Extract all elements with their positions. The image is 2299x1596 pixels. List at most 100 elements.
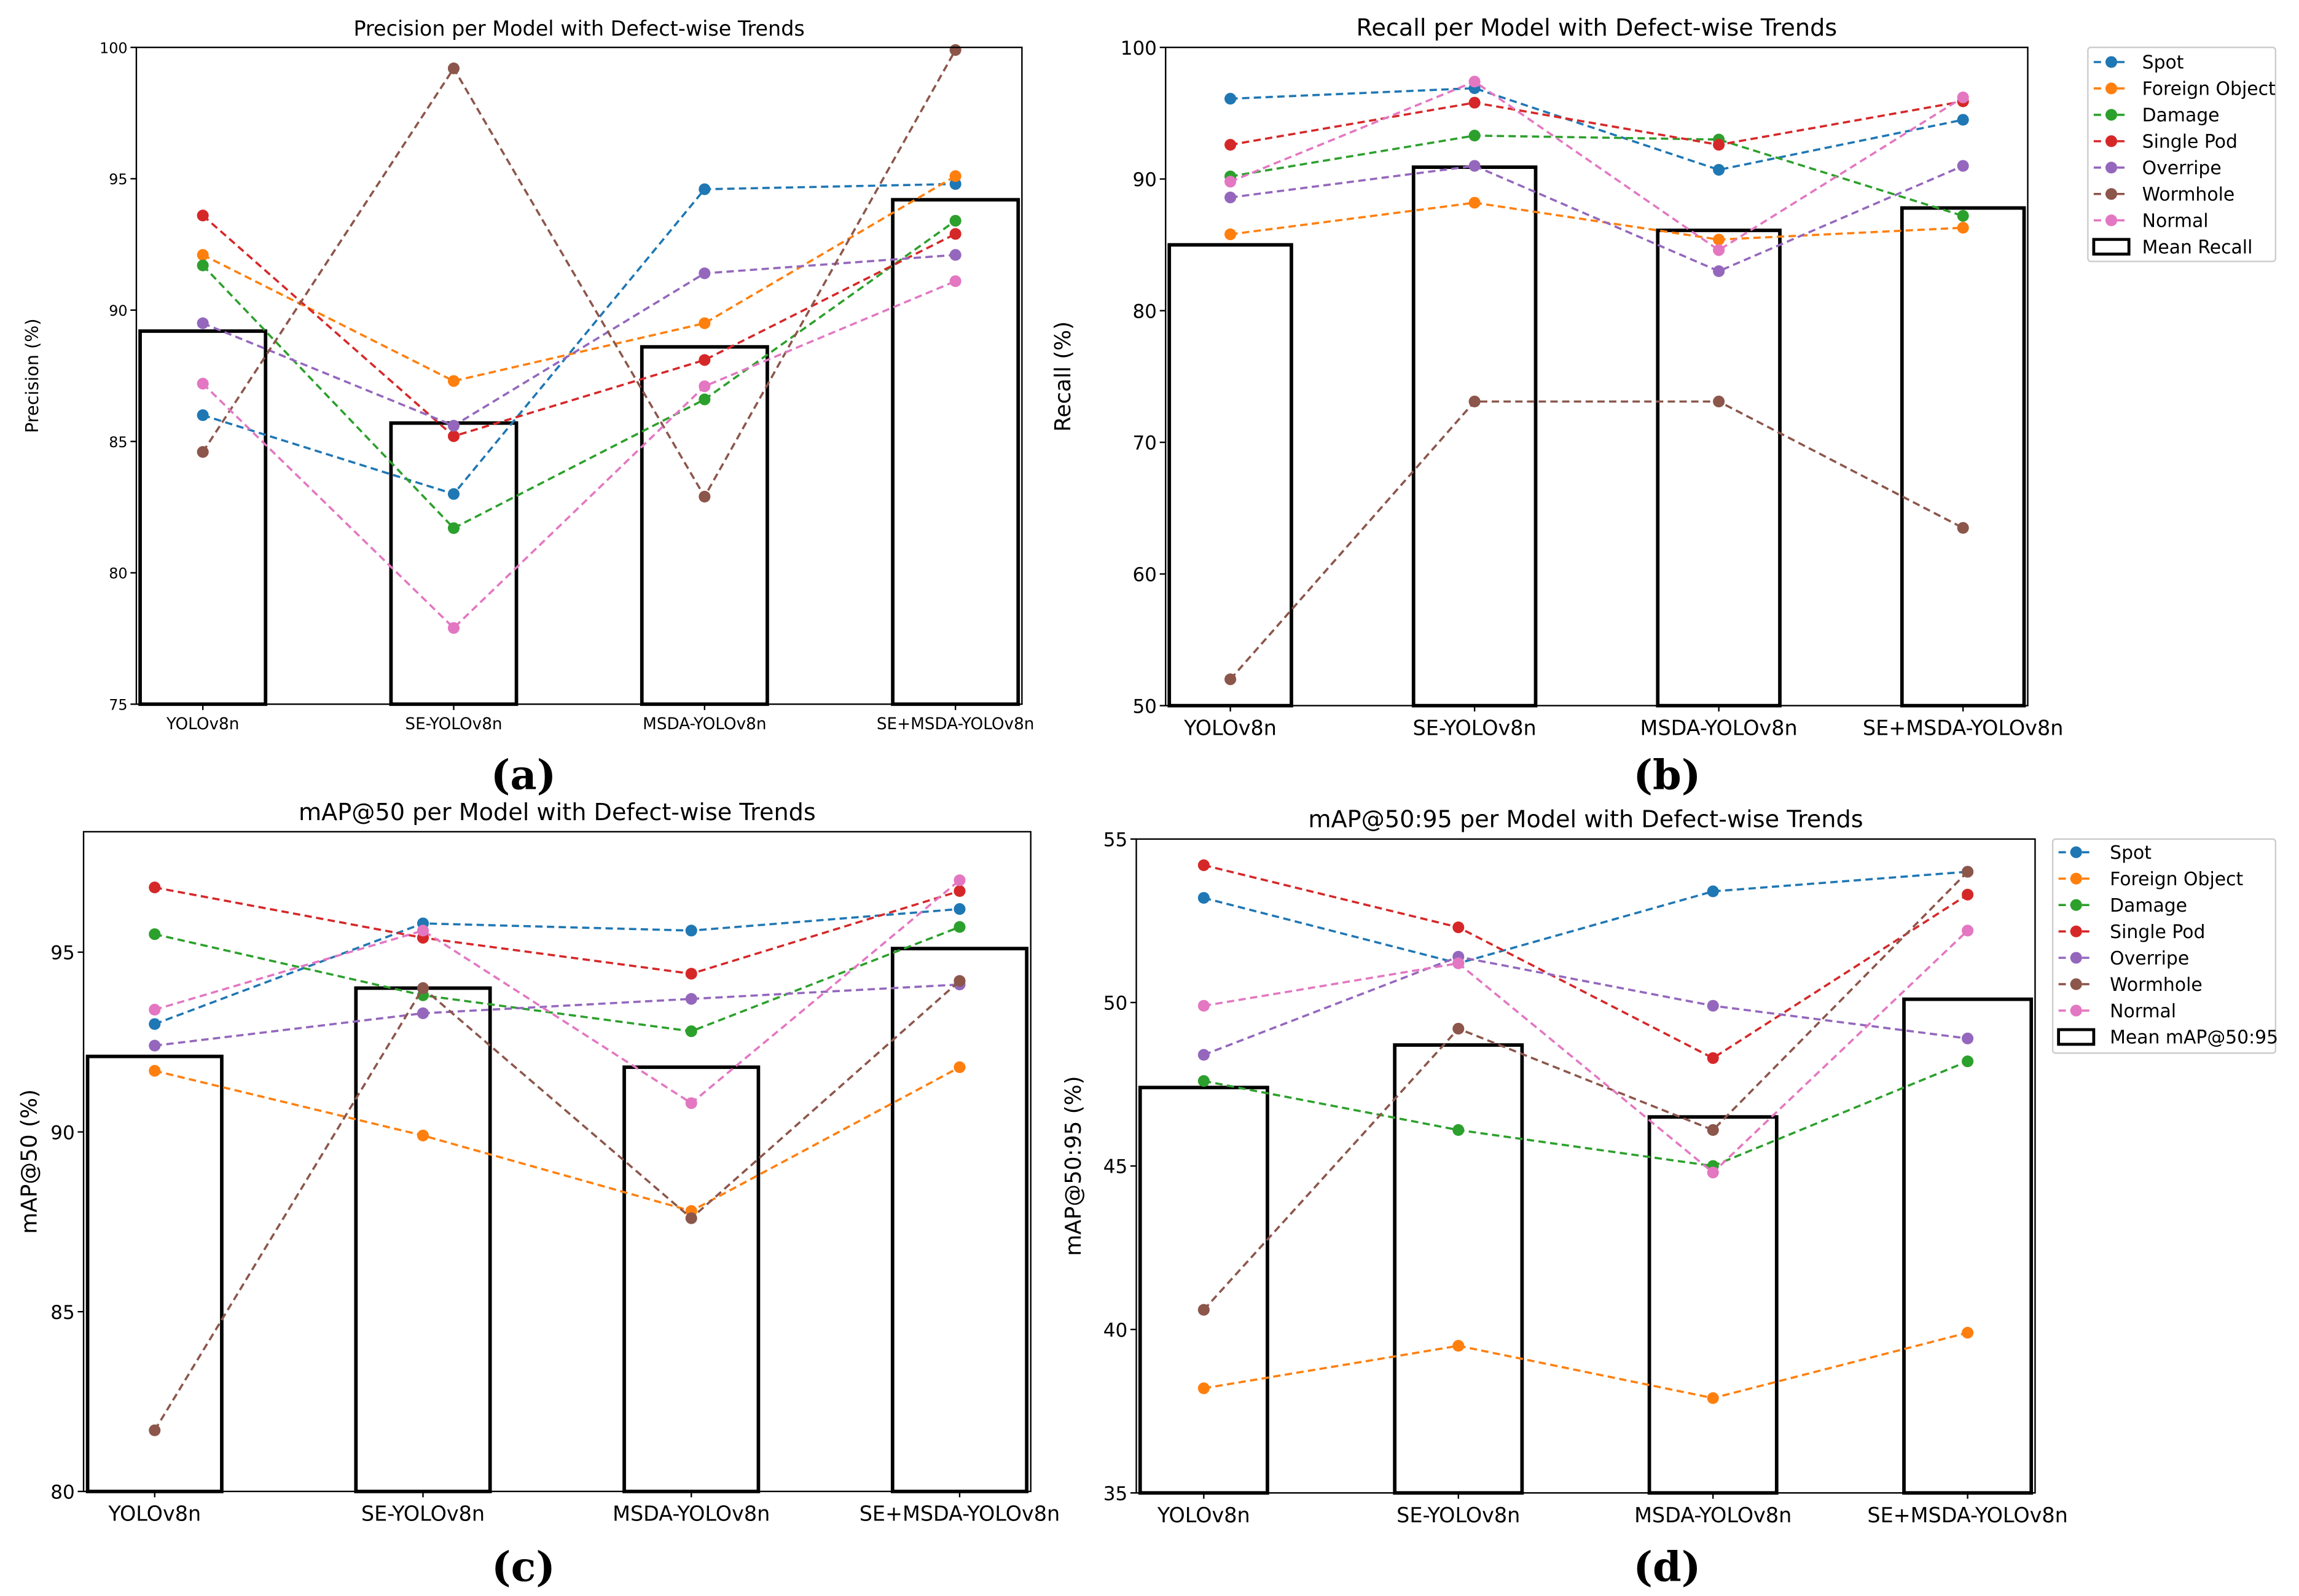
data-point — [949, 44, 962, 56]
data-point — [1452, 1124, 1465, 1136]
data-point — [1452, 1340, 1465, 1352]
data-point — [1197, 1075, 1210, 1087]
data-point — [1962, 866, 1974, 878]
legend: Spot Foreign Object Damage Single Pod Overri… — [2087, 46, 2277, 262]
data-point — [1707, 1052, 1719, 1064]
series-line-foreign-object — [1204, 1331, 1968, 1399]
legend-marker — [2105, 188, 2118, 200]
data-point — [1957, 222, 1969, 234]
chart-panel-c: mAP@50 per Model with Defect-wise Trends… — [17, 799, 1060, 1591]
data-point — [954, 975, 966, 987]
series-line-spot — [1203, 870, 1968, 964]
data-point — [447, 622, 460, 634]
data-point — [1713, 233, 1725, 246]
data-point — [685, 1025, 697, 1038]
data-point — [1962, 888, 1974, 901]
mean-bar — [1167, 243, 1293, 708]
data-point — [1197, 999, 1210, 1012]
chart-title: mAP@50 per Model with Defect-wise Trends — [299, 799, 816, 826]
y-tick-label: 35 — [1103, 1483, 1127, 1505]
series-line-foreign-object — [202, 175, 957, 383]
legend-bar-swatch — [2092, 238, 2131, 256]
data-point — [1468, 76, 1481, 88]
series-line-overripe — [1230, 165, 1964, 273]
axes-frame — [135, 46, 1023, 705]
series-line-damage — [154, 926, 960, 1033]
data-point — [1957, 522, 1969, 534]
data-point — [1468, 197, 1481, 209]
data-point — [699, 354, 711, 366]
series-line-normal — [154, 879, 961, 1105]
data-point — [1224, 228, 1237, 240]
data-point — [699, 183, 711, 195]
data-point — [1713, 244, 1725, 256]
y-tick-label: 85 — [109, 434, 127, 451]
y-axis-label: Recall (%) — [1051, 321, 1076, 432]
y-tick-label: 80 — [50, 1481, 74, 1503]
legend-marker — [2070, 978, 2082, 990]
data-point — [447, 62, 460, 74]
legend-label: Foreign Object — [2142, 79, 2276, 100]
x-tick-label: SE-YOLOv8n — [405, 715, 502, 733]
y-tick-label: 90 — [109, 302, 127, 319]
data-point — [1452, 1022, 1465, 1035]
data-point — [1224, 673, 1237, 686]
data-point — [447, 375, 460, 387]
axes-frame — [1165, 46, 2029, 706]
data-point — [1713, 163, 1725, 176]
data-point — [149, 1065, 161, 1077]
y-tick-label: 80 — [109, 565, 127, 582]
chart-panel-a: Precision per Model with Defect-wise Tre… — [22, 17, 1034, 799]
y-tick-label: 75 — [109, 696, 127, 713]
legend-marker — [2105, 56, 2118, 68]
legend: Spot Foreign Object Damage Single Pod Overri… — [2051, 838, 2278, 1054]
y-tick-label: 95 — [109, 171, 127, 188]
y-tick-label: 50 — [1132, 695, 1156, 718]
data-point — [954, 903, 966, 915]
x-tick-label: SE-YOLOv8n — [1413, 716, 1537, 740]
legend-marker — [2105, 162, 2118, 174]
series-line-overripe — [1203, 955, 1968, 1056]
x-tick-label: YOLOv8n — [1183, 716, 1277, 740]
data-point — [149, 1018, 161, 1030]
legend-marker — [2070, 1004, 2082, 1017]
data-point — [954, 1061, 966, 1073]
data-point — [685, 925, 697, 937]
data-point — [1197, 1304, 1210, 1316]
legend-marker — [2070, 872, 2082, 885]
data-point — [685, 968, 697, 980]
data-point — [447, 420, 460, 432]
chart-panel-d: mAP@50:95 per Model with Defect-wise Tre… — [1061, 807, 2278, 1591]
legend-marker — [2070, 899, 2082, 911]
data-point — [197, 446, 209, 458]
x-tick-label: SE-YOLOv8n — [1396, 1503, 1520, 1527]
data-point — [197, 209, 209, 222]
data-point — [1224, 191, 1237, 203]
y-tick-label: 95 — [50, 942, 74, 964]
data-point — [1957, 209, 1969, 222]
legend-box — [2051, 838, 2277, 1054]
legend-marker — [2105, 135, 2118, 147]
data-point — [1452, 921, 1465, 934]
x-tick-label: SE+MSDA-YOLOv8n — [1863, 716, 2063, 740]
data-point — [954, 885, 966, 897]
legend-marker — [2105, 214, 2118, 227]
data-point — [1197, 859, 1210, 871]
legend-label: Damage — [2110, 895, 2187, 917]
panel-caption: (d) — [1633, 1542, 1701, 1590]
data-point — [197, 377, 209, 390]
data-point — [149, 928, 161, 941]
data-point — [949, 228, 962, 240]
data-point — [1962, 1326, 1974, 1339]
data-point — [149, 1004, 161, 1016]
y-tick-label: 100 — [100, 39, 128, 57]
mean-bar — [622, 1065, 761, 1493]
mean-bar — [1656, 229, 1782, 708]
series-line-normal — [202, 280, 956, 630]
data-point — [149, 1039, 161, 1052]
legend-marker — [2070, 925, 2082, 937]
y-tick-label: 90 — [50, 1122, 74, 1144]
x-tick-label: SE+MSDA-YOLOv8n — [877, 715, 1035, 733]
panel-caption: (b) — [1633, 751, 1701, 799]
data-point — [949, 214, 962, 227]
